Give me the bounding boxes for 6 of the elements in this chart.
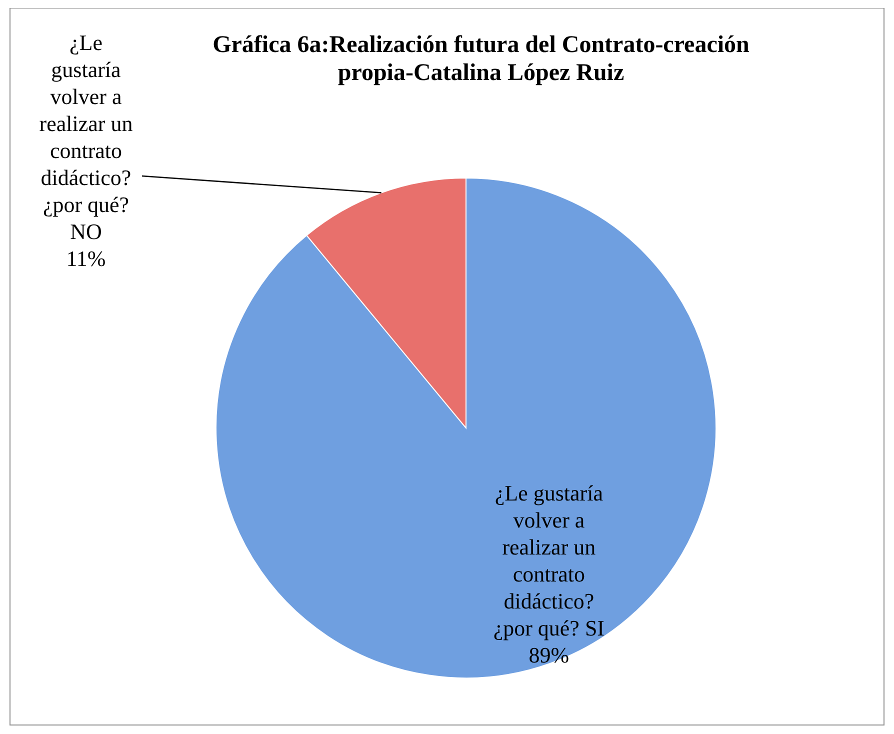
data-label: 11% (66, 246, 106, 271)
slice-label: ¿Le gustaría volver a realizar un contrato didáctico? ¿por qué? SI (493, 480, 605, 641)
chart-title: Gráfica 6a:Realización futura del Contrato-creación propia-Catalina López Ruiz (212, 32, 750, 86)
pie-slice (216, 178, 716, 678)
data-label: 89% (528, 642, 570, 668)
slice-label: ¿Le gustaría volver a realizar un contrato didáctico? ¿por qué? NO (39, 30, 133, 244)
